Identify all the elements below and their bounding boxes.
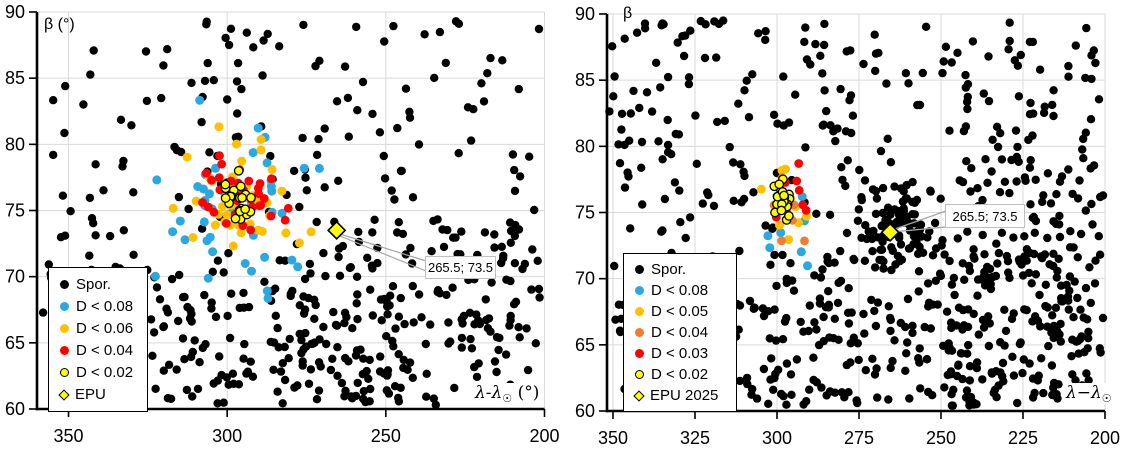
d008-marker-icon [635, 286, 644, 295]
legend-item-d008[interactable]: D < 0.08 [49, 299, 147, 314]
legend[interactable]: Spor. D < 0.08 D < 0.05 D < 0.04 D < 0.0… [623, 253, 737, 412]
legend-item-spor[interactable]: Spor. [624, 262, 736, 277]
y-axis-title: β [623, 5, 632, 23]
legend-item-d002[interactable]: D < 0.02 [49, 365, 147, 380]
x-axis-title-main: λ−λ [1066, 383, 1102, 403]
x-axis-title-suffix: (°) [512, 383, 540, 403]
svg-text:200: 200 [529, 426, 559, 446]
svg-text:90: 90 [575, 4, 595, 24]
legend-item-d004[interactable]: D < 0.04 [624, 325, 736, 340]
svg-text:65: 65 [5, 333, 25, 353]
legend-item-d008[interactable]: D < 0.08 [624, 283, 736, 298]
svg-text:85: 85 [575, 70, 595, 90]
svg-text:60: 60 [5, 399, 25, 419]
legend-item-d003[interactable]: D < 0.03 [624, 346, 736, 361]
legend-label: D < 0.04 [651, 324, 709, 341]
d002-marker-icon [60, 368, 69, 377]
svg-text:70: 70 [5, 267, 25, 287]
legend-item-epu2025[interactable]: EPU 2025 [624, 388, 736, 403]
sun-symbol-icon: ☉ [1101, 392, 1112, 405]
legend-label: D < 0.03 [651, 345, 709, 362]
svg-text:275: 275 [844, 428, 874, 448]
legend-label: D < 0.06 [76, 320, 134, 337]
svg-text:85: 85 [5, 68, 25, 88]
legend-label: Spor. [651, 261, 687, 278]
x-axis-title: λ−λ☉ [1063, 383, 1115, 405]
svg-text:80: 80 [575, 136, 595, 156]
svg-text:350: 350 [53, 426, 83, 446]
d006-marker-icon [60, 324, 69, 333]
svg-text:75: 75 [575, 202, 595, 222]
legend[interactable]: Spor. D < 0.08 D < 0.06 D < 0.04 D < 0.0… [48, 267, 148, 412]
svg-text:60: 60 [575, 401, 595, 421]
epu-data-label[interactable]: 265.5; 73.5 [945, 204, 1025, 228]
svg-text:80: 80 [5, 134, 25, 154]
epu-diamond-icon [633, 389, 645, 402]
svg-text:75: 75 [5, 200, 25, 220]
legend-label: Spor. [76, 276, 112, 293]
d005-marker-icon [635, 307, 644, 316]
d004-marker-icon [635, 328, 644, 337]
legend-label: EPU 2025 [650, 387, 719, 404]
legend-label: D < 0.08 [76, 298, 134, 315]
legend-label: D < 0.02 [76, 364, 134, 381]
legend-item-d005[interactable]: D < 0.05 [624, 304, 736, 319]
x-axis-title-main: λ-λ [475, 383, 503, 403]
y-axis-title-main: β [44, 16, 54, 33]
svg-text:325: 325 [680, 428, 710, 448]
legend-item-d004[interactable]: D < 0.04 [49, 343, 147, 358]
epu-data-label[interactable]: 265.5; 73.5 [425, 256, 496, 279]
legend-label: D < 0.02 [651, 366, 709, 383]
svg-text:225: 225 [1008, 428, 1038, 448]
legend-item-epu[interactable]: EPU [49, 387, 147, 402]
spor-marker-icon [60, 280, 69, 289]
right-chart[interactable]: 90 85 80 75 70 65 60 350 325 300 275 250 225 200 β λ−… [567, 0, 1134, 454]
d002-marker-icon [635, 370, 644, 379]
svg-text:70: 70 [575, 269, 595, 289]
epu-diamond-icon [58, 388, 70, 401]
legend-label: D < 0.08 [651, 282, 709, 299]
sun-symbol-icon: ☉ [502, 392, 513, 405]
svg-text:300: 300 [762, 428, 792, 448]
spor-marker-icon [635, 265, 644, 274]
svg-text:65: 65 [575, 335, 595, 355]
legend-label: D < 0.05 [651, 303, 709, 320]
svg-text:200: 200 [1090, 428, 1120, 448]
legend-item-d002[interactable]: D < 0.02 [624, 367, 736, 382]
y-axis-title: β (°) [44, 16, 75, 34]
y-axis-title-main: β [623, 5, 633, 22]
svg-text:250: 250 [371, 426, 401, 446]
svg-text:90: 90 [5, 2, 25, 22]
legend-label: EPU [75, 386, 106, 403]
d008-marker-icon [60, 302, 69, 311]
svg-text:250: 250 [926, 428, 956, 448]
d003-marker-icon [635, 349, 644, 358]
y-axis-title-suffix: (°) [53, 16, 75, 33]
svg-text:300: 300 [212, 426, 242, 446]
legend-label: D < 0.04 [76, 342, 134, 359]
legend-item-spor[interactable]: Spor. [49, 277, 147, 292]
svg-text:350: 350 [598, 428, 628, 448]
left-chart[interactable]: 90 85 80 75 70 65 60 350 300 250 200 β (°) λ-λ☉ (°… [0, 0, 567, 454]
d004-marker-icon [60, 346, 69, 355]
x-axis-title: λ-λ☉ (°) [472, 383, 543, 405]
legend-item-d006[interactable]: D < 0.06 [49, 321, 147, 336]
